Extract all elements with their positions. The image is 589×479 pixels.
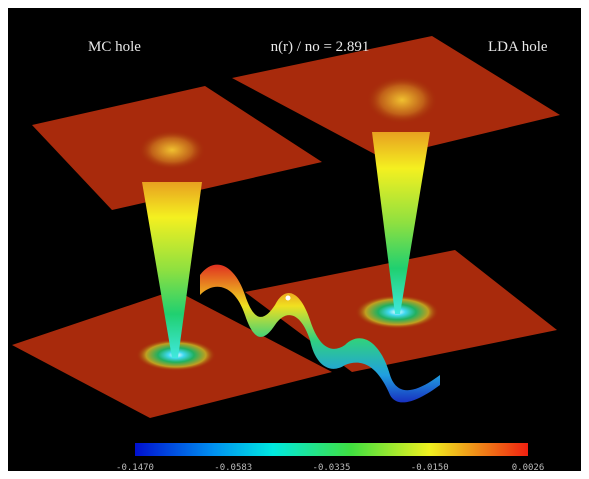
colorbar-tick-label: 0.0026 [512, 463, 545, 473]
colorbar-tick-label: -0.0150 [411, 463, 449, 473]
right-label: LDA hole [488, 39, 548, 55]
colorbar-tick-label: -0.1470 [116, 463, 154, 473]
hole-dip [366, 76, 438, 124]
colorbar [135, 443, 528, 456]
left-label: MC hole [88, 39, 141, 55]
center-label: n(r) / no = 2.891 [271, 39, 370, 55]
visualization: MC hole n(r) / no = 2.891 LDA hole -0.14… [0, 0, 589, 479]
page: {"header": {"left_label": "MC hole", "ce… [0, 0, 589, 479]
marker [286, 296, 291, 301]
hole-dip [138, 130, 206, 170]
colorbar-tick-label: -0.0335 [313, 463, 351, 473]
colorbar-tick-label: -0.0583 [214, 463, 252, 473]
